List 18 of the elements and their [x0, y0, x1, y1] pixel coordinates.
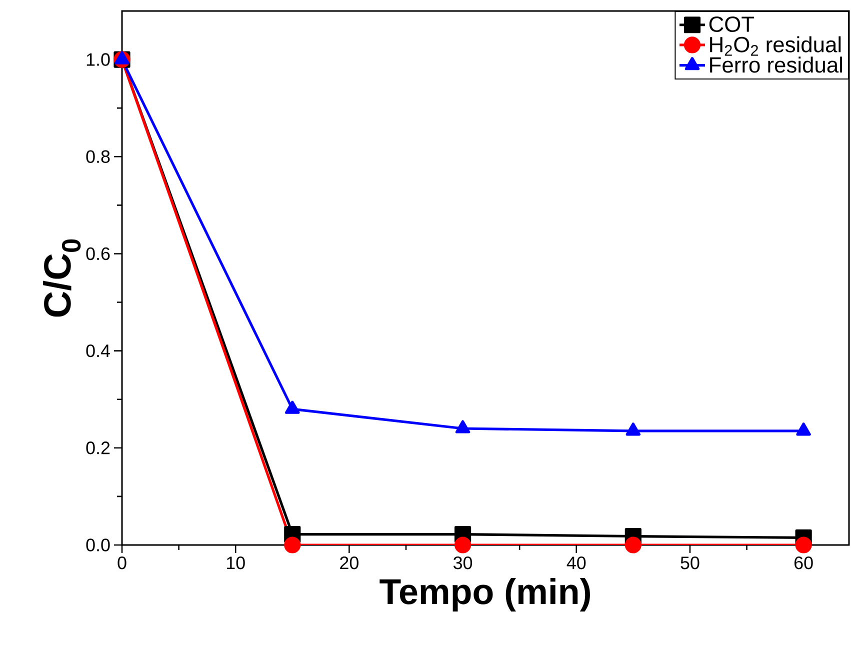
- y-tick-label: 0.4: [86, 344, 110, 358]
- legend-label: COT: [709, 16, 754, 32]
- x-tick-label: 60: [794, 556, 813, 570]
- y-tick-label: 0.6: [86, 247, 110, 260]
- x-tick-label: 50: [680, 556, 700, 570]
- x-axis-title: Tempo (min): [380, 578, 590, 612]
- x-tick-label: 0: [118, 556, 126, 570]
- legend-label: H$_{2}$O$_{2}$ residual: [710, 36, 841, 56]
- y-tick-label: 0.0: [86, 538, 110, 552]
- legend-label: Ferro residual: [710, 56, 842, 73]
- y-tick-label: 0.8: [86, 150, 110, 163]
- y-tick-label: 1.0: [86, 53, 110, 66]
- x-tick-label: 20: [340, 556, 358, 570]
- y-tick-label: 0.2: [86, 442, 110, 454]
- x-tick-label: 30: [453, 556, 472, 570]
- x-tick-label: 10: [226, 556, 245, 570]
- x-tick-label: 40: [566, 556, 586, 570]
- y-axis-title: C/C$_{0}$: [43, 239, 81, 317]
